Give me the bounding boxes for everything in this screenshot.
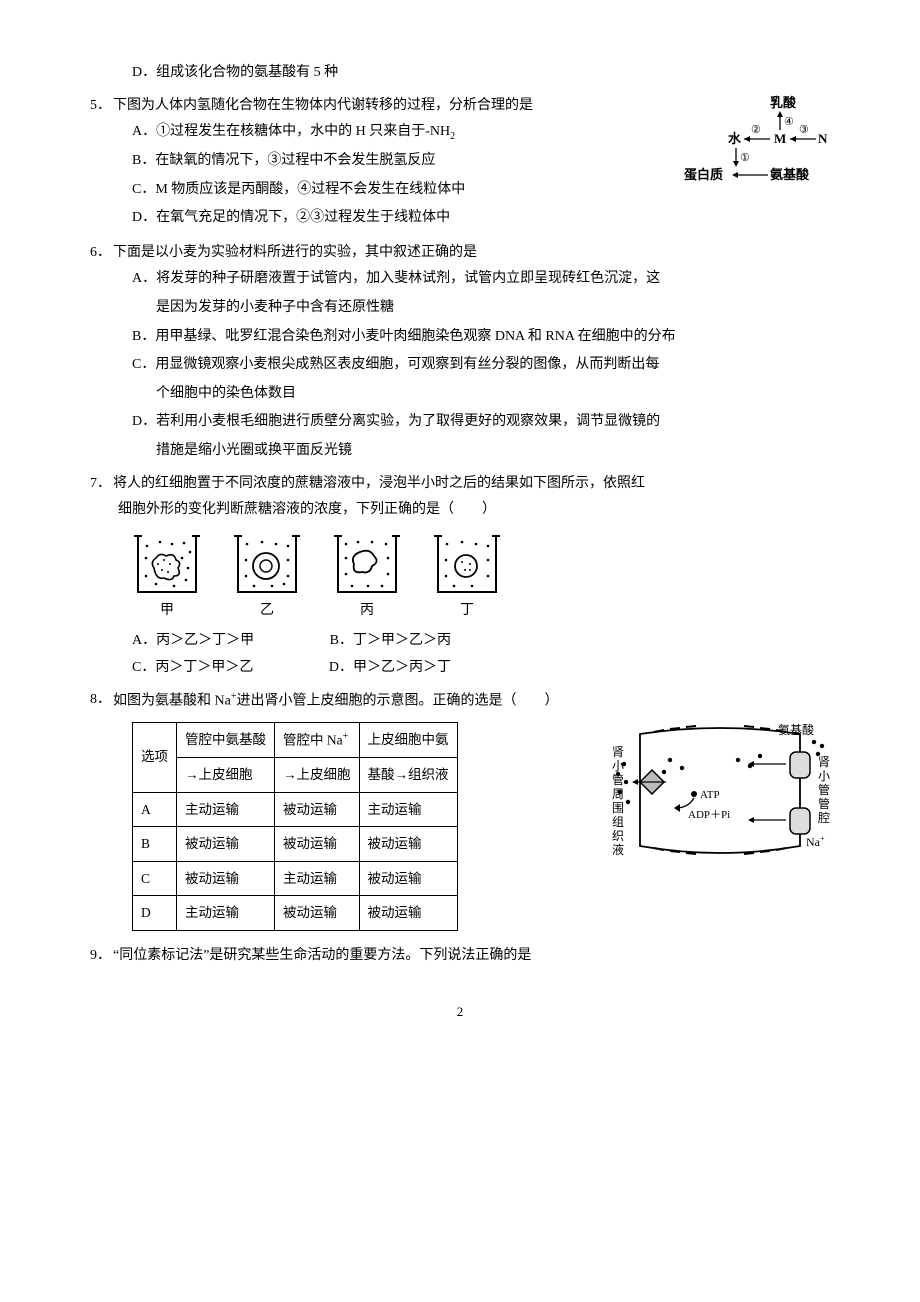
t8-th3a: 上皮细胞中氨 — [359, 722, 457, 757]
q7-opts-row1: A．丙＞乙＞丁＞甲 B．丁＞甲＞乙＞丙 — [90, 628, 830, 655]
t8-th3b: 基酸→组织液 — [359, 757, 457, 792]
beaker-jia — [132, 532, 202, 596]
fig8-left7: 织 — [612, 829, 624, 843]
beaker-yi — [232, 532, 302, 596]
q7-number: 7． — [90, 471, 111, 498]
beaker-bing — [332, 532, 402, 596]
fig8-left1: 肾 — [612, 745, 624, 759]
q7-stem-line1: 将人的红细胞置于不同浓度的蔗糖溶液中，浸泡半小时之后的结果如下图所示，依照红 — [113, 471, 830, 498]
q6-optC-line1: C．用显微镜观察小麦根尖成熟区表皮细胞，可观察到有丝分裂的图像，从而判断出每 — [90, 352, 830, 379]
q6-optA-line2: 是因为发芽的小麦种子中含有还原性糖 — [90, 295, 830, 322]
q7-opts-row2: C．丙＞丁＞甲＞乙 D．甲＞乙＞丙＞丁 — [90, 655, 830, 682]
fig5-M: M — [774, 131, 786, 146]
q9-stem: “同位素标记法”是研究某些生命活动的重要方法。下列说法正确的是 — [113, 943, 830, 970]
fig5-N: N — [818, 131, 828, 146]
fig8-right3: 管 — [818, 782, 830, 797]
t8-th1b: →上皮细胞 — [177, 757, 275, 792]
q6-optC-line2: 个细胞中的染色体数目 — [90, 381, 830, 408]
fig8-na: Na+ — [806, 834, 825, 849]
fig8-left8: 液 — [612, 842, 624, 857]
q8-stem-post: 进出肾小管上皮细胞的示意图。正确的选是（ ） — [236, 694, 558, 709]
question-5: 乳酸 ④ M ③ N 水 ② ① 蛋白质 氨基酸 5． 下图为人体内氢随化合物在… — [90, 93, 830, 234]
q6-number: 6． — [90, 240, 111, 267]
fig5-c4: ④ — [784, 116, 794, 128]
fig5-c3: ③ — [799, 124, 809, 136]
fig8-left3: 管 — [612, 772, 624, 787]
t8-th2a: 管腔中 Na+ — [275, 722, 360, 757]
t8-th2b: →上皮细胞 — [275, 757, 360, 792]
table-row: B 被动运输 被动运输 被动运输 — [133, 827, 458, 862]
q5-optD: D．在氧气充足的情况下，②③过程发生于线粒体中 — [90, 205, 830, 232]
fig8-atp: ATP — [700, 789, 720, 801]
q8-table: 选项 管腔中氨基酸 管腔中 Na+ 上皮细胞中氨 →上皮细胞 →上皮细胞 基酸→… — [132, 722, 458, 931]
q7-optD: D．甲＞乙＞丙＞丁 — [329, 660, 451, 675]
question-9: 9． “同位素标记法”是研究某些生命活动的重要方法。下列说法正确的是 — [90, 943, 830, 970]
fig8-left2: 小 — [612, 759, 624, 773]
fig5-water: 水 — [728, 131, 742, 146]
q7-optC: C．丙＞丁＞甲＞乙 — [132, 660, 253, 675]
fig5-c2: ② — [751, 124, 761, 136]
question-6: 6． 下面是以小麦为实验材料所进行的实验，其中叙述正确的是 A．将发芽的种子研磨… — [90, 240, 830, 465]
q7-label-ding: 丁 — [432, 598, 502, 625]
q5-optA-sub: 2 — [450, 131, 455, 142]
q6-optB: B．用甲基绿、吡罗红混合染色剂对小麦叶肉细胞染色观察 DNA 和 RNA 在细胞… — [90, 324, 830, 351]
fig8-right4: 管 — [818, 796, 830, 811]
fig8-left6: 组 — [612, 815, 624, 829]
q5-stem: 下图为人体内氢随化合物在生物体内代谢转移的过程，分析合理的是 — [113, 93, 642, 120]
fig5-aa: 氨基酸 — [769, 167, 810, 182]
q6-stem: 下面是以小麦为实验材料所进行的实验，其中叙述正确的是 — [113, 240, 830, 267]
question-4-optD: D．组成该化合物的氨基酸有 5 种 — [90, 60, 830, 87]
q7-optB: B．丁＞甲＞乙＞丙 — [330, 633, 451, 648]
q8-stem: 如图为氨基酸和 Na+进出肾小管上皮细胞的示意图。正确的选是（ ） — [113, 687, 830, 715]
fig5-lac-label: 乳酸 — [770, 95, 797, 110]
fig8-right5: 腔 — [818, 810, 830, 825]
t8-th1a: 管腔中氨基酸 — [177, 722, 275, 757]
fig8-adp: ADP＋Pi — [688, 809, 730, 821]
q8-figure: ATP ADP＋Pi Na+ 氨基酸 肾 小 管 周 围 组 织 液 肾 — [610, 716, 830, 876]
fig8-left5: 围 — [612, 801, 624, 815]
q5-figure: 乳酸 ④ M ③ N 水 ② ① 蛋白质 氨基酸 — [650, 93, 830, 188]
q5-number: 5． — [90, 93, 111, 120]
fig8-right1: 肾 — [818, 755, 830, 769]
q7-label-bing: 丙 — [332, 598, 402, 625]
fig5-protein: 蛋白质 — [684, 167, 723, 182]
q7-stem-line2: 细胞外形的变化判断蔗糖溶液的浓度，下列正确的是（ ） — [90, 497, 830, 524]
question-7: 7． 将人的红细胞置于不同浓度的蔗糖溶液中，浸泡半小时之后的结果如下图所示，依照… — [90, 471, 830, 682]
q6-optA-line1: A．将发芽的种子研磨液置于试管内，加入斐林试剂，试管内立即呈现砖红色沉淀，这 — [90, 266, 830, 293]
q8-stem-pre: 如图为氨基酸和 Na — [113, 694, 231, 709]
q5-optA-text: A．①过程发生在核糖体中，水中的 H 只来自于-NH — [132, 124, 450, 139]
q7-optA: A．丙＞乙＞丁＞甲 — [132, 633, 254, 648]
q9-number: 9． — [90, 943, 111, 970]
page-number: 2 — [90, 1000, 830, 1025]
q4-optD: D．组成该化合物的氨基酸有 5 种 — [90, 60, 830, 87]
question-8: 8． 如图为氨基酸和 Na+进出肾小管上皮细胞的示意图。正确的选是（ ） — [90, 687, 830, 937]
q6-optD-line1: D．若利用小麦根毛细胞进行质壁分离实验，为了取得更好的观察效果，调节显微镜的 — [90, 409, 830, 436]
q7-label-yi: 乙 — [232, 598, 302, 625]
table-row: A 主动运输 被动运输 主动运输 — [133, 792, 458, 827]
fig8-aa-label: 氨基酸 — [778, 722, 814, 737]
t8-th-option: 选项 — [133, 722, 177, 792]
fig8-right2: 小 — [818, 769, 830, 783]
q7-label-jia: 甲 — [132, 598, 202, 625]
fig8-left4: 周 — [612, 787, 624, 801]
q7-figure: 甲 乙 丙 丁 — [90, 532, 830, 625]
q8-number: 8． — [90, 687, 111, 715]
table-row: D 主动运输 被动运输 被动运输 — [133, 896, 458, 931]
beaker-ding — [432, 532, 502, 596]
fig5-c1: ① — [740, 152, 750, 164]
q6-optD-line2: 措施是缩小光圈或换平面反光镜 — [90, 438, 830, 465]
table-row: C 被动运输 主动运输 被动运输 — [133, 861, 458, 896]
